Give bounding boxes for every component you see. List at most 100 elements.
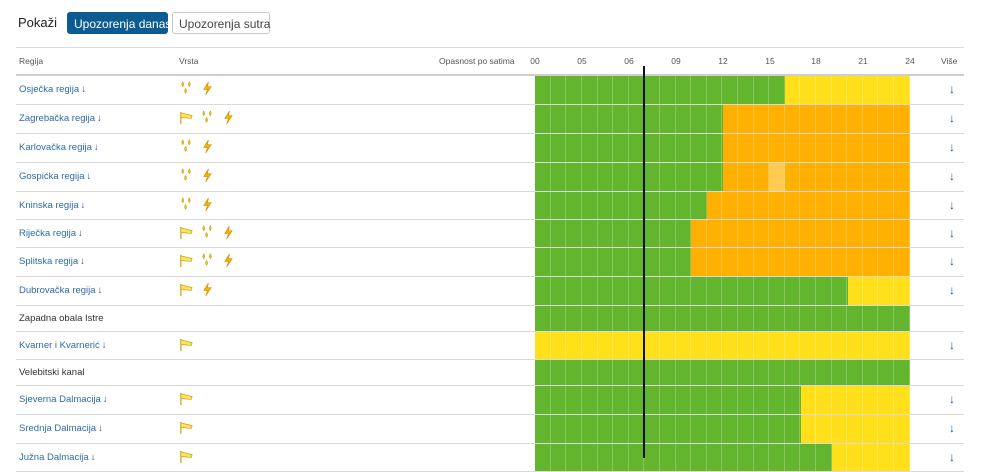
hourly-danger-timeline bbox=[535, 134, 910, 162]
region-name[interactable]: Zagrebačka regija ↓ bbox=[19, 113, 102, 124]
danger-level-segment bbox=[535, 248, 692, 276]
more-details-arrow-icon[interactable]: ↓ bbox=[949, 421, 955, 435]
more-details-arrow-icon[interactable]: ↓ bbox=[949, 111, 955, 125]
expand-arrow-icon[interactable]: ↓ bbox=[97, 113, 102, 124]
more-details-arrow-icon[interactable]: ↓ bbox=[949, 169, 955, 183]
danger-level-segment bbox=[535, 415, 801, 443]
more-details-arrow-icon[interactable]: ↓ bbox=[949, 392, 955, 406]
region-label: Karlovačka regija bbox=[19, 142, 92, 153]
show-label: Pokaži bbox=[18, 15, 58, 30]
region-name[interactable]: Karlovačka regija ↓ bbox=[19, 142, 99, 153]
region-name[interactable]: Sjeverna Dalmacija ↓ bbox=[19, 394, 108, 405]
more-details-arrow-icon[interactable]: ↓ bbox=[949, 140, 955, 154]
expand-arrow-icon[interactable]: ↓ bbox=[80, 256, 85, 267]
lightning-icon bbox=[200, 197, 215, 212]
expand-arrow-icon[interactable]: ↓ bbox=[97, 285, 103, 296]
table-row: Zapadna obala Istre bbox=[16, 306, 964, 332]
expand-arrow-icon[interactable]: ↓ bbox=[93, 142, 99, 153]
lightning-icon bbox=[200, 81, 215, 96]
hourly-danger-timeline bbox=[535, 220, 910, 247]
warning-type-icons bbox=[179, 224, 236, 240]
region-name[interactable]: Kvarner i Kvarnerić ↓ bbox=[19, 340, 107, 351]
wind-icon bbox=[179, 420, 194, 435]
expand-arrow-icon[interactable]: ↓ bbox=[80, 199, 86, 211]
more-details-arrow-icon[interactable]: ↓ bbox=[949, 254, 955, 268]
region-label: Velebitski kanal bbox=[19, 366, 85, 378]
warnings-table: Regija Vrsta Opasnost po satima 00 05 06… bbox=[16, 47, 964, 472]
region-label: Gospićka regija bbox=[19, 171, 85, 182]
region-column-header: Regija bbox=[19, 56, 44, 66]
region-label: Sjeverna Dalmacija bbox=[19, 394, 101, 405]
hour-tick: 09 bbox=[671, 56, 681, 66]
danger-level-segment bbox=[847, 277, 910, 305]
wind-icon bbox=[179, 253, 194, 268]
region-label: Južna Dalmacija bbox=[19, 451, 89, 463]
tomorrow-warnings-button[interactable]: Upozorenja sutra bbox=[172, 12, 270, 34]
warning-type-icons bbox=[179, 139, 215, 154]
danger-level-segment bbox=[535, 76, 785, 104]
rain-icon bbox=[179, 139, 194, 154]
hourly-danger-timeline bbox=[535, 248, 910, 276]
lightning-icon bbox=[221, 253, 236, 268]
danger-level-segment bbox=[535, 386, 801, 414]
table-row: Kvarner i Kvarnerić ↓ ↓ bbox=[16, 332, 964, 360]
more-details-arrow-icon[interactable]: ↓ bbox=[949, 449, 955, 464]
more-details-arrow-icon[interactable]: ↓ bbox=[949, 197, 955, 212]
danger-level-segment bbox=[831, 444, 910, 471]
hourly-danger-timeline bbox=[535, 76, 910, 104]
current-time-line bbox=[643, 66, 645, 458]
lightning-icon bbox=[200, 168, 215, 183]
rain-icon bbox=[200, 253, 215, 268]
more-details-arrow-icon[interactable]: ↓ bbox=[949, 337, 955, 352]
hourly-danger-timeline bbox=[535, 444, 910, 471]
rain-icon bbox=[200, 110, 215, 125]
region-name[interactable]: Južna Dalmacija ↓ bbox=[19, 452, 95, 463]
danger-level-segment bbox=[800, 415, 910, 443]
danger-level-segment bbox=[535, 163, 723, 191]
warning-type-icons bbox=[179, 168, 215, 183]
hourly-danger-timeline bbox=[535, 306, 910, 331]
region-label: Srednja Dalmacija bbox=[19, 423, 97, 434]
table-row: Kninska regija ↓ ↓ bbox=[16, 192, 964, 220]
region-name[interactable]: Osječka regija ↓ bbox=[19, 84, 86, 95]
table-row: Srednja Dalmacija ↓ ↓ bbox=[16, 415, 964, 444]
expand-arrow-icon[interactable]: ↓ bbox=[98, 423, 103, 434]
danger-level-segment bbox=[706, 192, 910, 219]
table-row: Karlovačka regija ↓ ↓ bbox=[16, 134, 964, 163]
warnings-toolbar: Pokaži Upozorenja danas Upozorenja sutra bbox=[0, 0, 1000, 46]
hourly-danger-timeline bbox=[535, 192, 910, 219]
expand-arrow-icon[interactable]: ↓ bbox=[101, 339, 107, 351]
rain-icon bbox=[200, 224, 215, 240]
more-details-arrow-icon[interactable]: ↓ bbox=[949, 82, 955, 96]
region-label: Zapadna obala Istre bbox=[19, 312, 104, 324]
today-warnings-button[interactable]: Upozorenja danas bbox=[67, 12, 171, 34]
danger-level-segment bbox=[535, 134, 723, 162]
region-name[interactable]: Kninska regija ↓ bbox=[19, 200, 85, 211]
region-name[interactable]: Dubrovačka regija ↓ bbox=[19, 285, 102, 296]
danger-level-segment bbox=[535, 360, 910, 385]
region-name[interactable]: Splitska regija ↓ bbox=[19, 256, 85, 267]
danger-level-segment bbox=[800, 386, 910, 414]
hour-tick: 05 bbox=[577, 56, 587, 66]
expand-arrow-icon[interactable]: ↓ bbox=[81, 84, 86, 95]
more-details-arrow-icon[interactable]: ↓ bbox=[949, 225, 955, 240]
region-name[interactable]: Srednja Dalmacija ↓ bbox=[19, 423, 103, 434]
danger-level-segment bbox=[691, 220, 910, 247]
region-name[interactable]: Riječka regija ↓ bbox=[19, 228, 83, 239]
hour-tick: 00 bbox=[530, 56, 540, 66]
rain-icon bbox=[179, 196, 194, 212]
region-label: Kvarner i Kvarnerić bbox=[19, 339, 100, 351]
region-name[interactable]: Gospićka regija ↓ bbox=[19, 171, 91, 182]
danger-level-segment bbox=[535, 105, 723, 133]
expand-arrow-icon[interactable]: ↓ bbox=[90, 451, 96, 463]
region-label: Osječka regija bbox=[19, 84, 80, 95]
expand-arrow-icon[interactable]: ↓ bbox=[78, 227, 83, 239]
hour-tick: 24 bbox=[905, 56, 915, 66]
warning-type-icons bbox=[179, 337, 194, 352]
more-details-arrow-icon[interactable]: ↓ bbox=[949, 283, 955, 297]
danger-level-segment bbox=[722, 163, 770, 191]
danger-level-segment bbox=[785, 163, 910, 191]
expand-arrow-icon[interactable]: ↓ bbox=[86, 171, 92, 182]
expand-arrow-icon[interactable]: ↓ bbox=[102, 394, 108, 405]
wind-icon bbox=[179, 449, 194, 464]
